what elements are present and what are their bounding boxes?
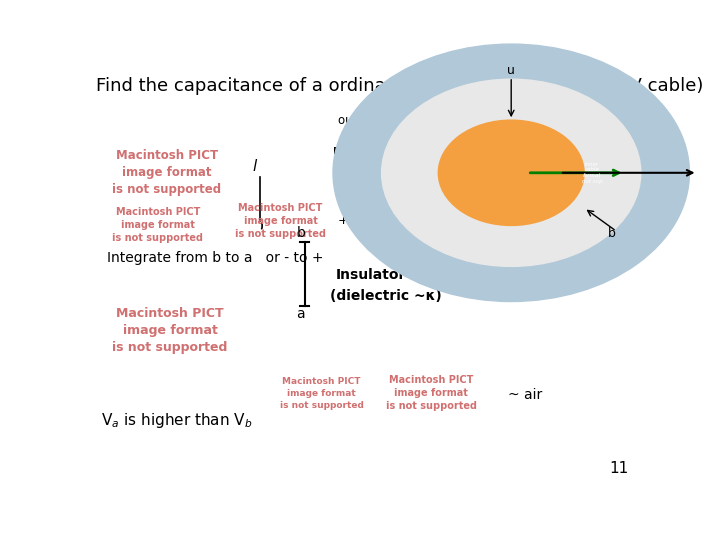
Text: Macintosh PICT
image format
is not supported: Macintosh PICT image format is not suppo… — [112, 150, 222, 197]
Ellipse shape — [382, 79, 641, 266]
Text: a: a — [297, 307, 305, 321]
Text: Integrate from b to a   or - to +: Integrate from b to a or - to + — [107, 251, 323, 265]
Text: ~ air: ~ air — [508, 388, 543, 402]
Ellipse shape — [438, 120, 584, 226]
Text: Macintosh PICT
image format
is not supported: Macintosh PICT image format is not suppo… — [280, 377, 364, 409]
Text: b: b — [297, 226, 305, 240]
Text: Macintosh PICT
image format
is not supported: Macintosh PICT image format is not suppo… — [235, 202, 326, 239]
Text: Find the capacitance of a ordinary piece of coaxial cable (TV cable): Find the capacitance of a ordinary piece… — [96, 77, 703, 95]
Text: inner
cable
format
not sup: inner cable format not sup — [582, 161, 603, 184]
Text: Macintosh PICT
image format
is not supported: Macintosh PICT image format is not suppo… — [112, 207, 203, 243]
Text: V$_a$ is higher than V$_b$: V$_a$ is higher than V$_b$ — [101, 411, 253, 430]
Text: + q: + q — [338, 214, 362, 227]
Text: (dielectric ~κ): (dielectric ~κ) — [330, 288, 441, 302]
Text: 11: 11 — [609, 461, 629, 476]
Text: with - q: with - q — [344, 164, 397, 177]
Text: l: l — [253, 159, 257, 174]
Text: Macintosh PICT
image format
is not supported: Macintosh PICT image format is not suppo… — [112, 307, 228, 354]
Text: metal braid: metal braid — [333, 144, 413, 157]
Text: outer insulator: outer insulator — [338, 114, 426, 127]
Text: Macintosh PICT
image format
is not supported: Macintosh PICT image format is not suppo… — [386, 375, 477, 411]
Text: Insulator: Insulator — [336, 268, 406, 282]
Ellipse shape — [333, 44, 690, 301]
Text: u: u — [508, 64, 515, 77]
Text: b: b — [608, 227, 616, 240]
